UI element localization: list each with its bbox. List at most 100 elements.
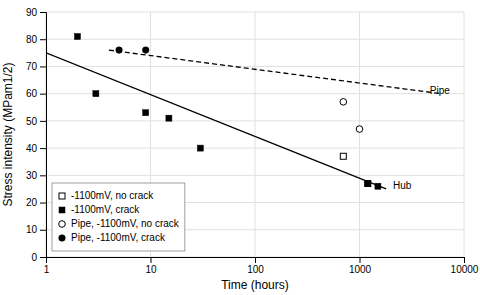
legend-item: -1100mV, no crack	[59, 190, 154, 201]
fit-line	[109, 50, 441, 94]
x-axis-title: Time (hours)	[221, 278, 289, 292]
point-shape	[93, 91, 99, 97]
tick-label: 1000	[349, 264, 372, 275]
grid-line	[46, 93, 464, 94]
grid-line	[46, 148, 464, 149]
tick-mark	[40, 12, 46, 13]
legend-symbol-shape	[59, 235, 66, 242]
tick-label: 70	[26, 61, 38, 72]
tick-label: 80	[26, 34, 38, 45]
point	[116, 47, 123, 54]
tick: 0	[31, 252, 46, 263]
legend-label: Pipe, -1100mV, crack	[71, 232, 166, 243]
y-axis-title: Stress intensity (MPam1/2)	[1, 62, 15, 206]
tick: 100	[247, 257, 264, 275]
tick-mark	[360, 257, 361, 263]
grid-line	[255, 12, 256, 257]
x-axis: 1 10 100 1000 10000	[44, 257, 479, 275]
marks	[46, 34, 441, 190]
tick: 40	[26, 143, 46, 154]
line-label: Pipe	[430, 85, 450, 96]
grid-line	[46, 39, 464, 40]
point	[93, 91, 99, 97]
tick-label: 1	[44, 264, 50, 275]
point-shape	[74, 34, 80, 40]
tick: 60	[26, 88, 46, 99]
grid	[46, 12, 464, 257]
point-shape	[197, 145, 203, 151]
point	[365, 181, 371, 187]
tick: 10000	[451, 257, 479, 275]
tick: 10	[145, 257, 157, 275]
point	[197, 145, 203, 151]
tick-label: 100	[247, 264, 264, 275]
legend-symbol-shape	[59, 221, 66, 228]
legend-symbol	[59, 235, 66, 242]
tick-label: 50	[26, 116, 38, 127]
tick-mark	[40, 230, 46, 231]
point-shape	[365, 181, 371, 187]
point-shape	[166, 115, 172, 121]
tick-mark	[40, 257, 46, 258]
legend-label: -1100mV, crack	[71, 204, 140, 215]
tick-mark	[40, 148, 46, 149]
axis-line	[40, 13, 47, 258]
tick-mark	[255, 257, 256, 263]
tick-label: 10	[26, 224, 38, 235]
tick-mark	[40, 39, 46, 40]
axis-line	[47, 258, 465, 264]
legend: -1100mV, no crack -1100mV, crack Pipe, -11…	[52, 183, 185, 251]
legend-item: Pipe, -1100mV, no crack	[59, 218, 180, 229]
tick-label: 30	[26, 170, 38, 181]
tick: 30	[26, 170, 46, 181]
point	[142, 47, 149, 54]
tick-label: 60	[26, 88, 38, 99]
point	[340, 99, 347, 106]
legend-symbol-shape	[59, 207, 65, 213]
tick: 10	[26, 224, 46, 235]
legend-symbol	[59, 207, 65, 213]
point	[74, 34, 80, 40]
tick: 50	[26, 116, 46, 127]
point-shape	[365, 181, 371, 187]
chart: 1 10 100 1000 10000 0 10 20 30 40 50 60 70 80 90 Hub Pip…	[0, 0, 480, 295]
grid-line	[46, 12, 464, 13]
grid-line	[464, 12, 465, 257]
tick: 70	[26, 61, 46, 72]
grid-line	[46, 120, 464, 121]
legend-label: -1100mV, no crack	[71, 190, 154, 201]
tick-label: 90	[26, 7, 38, 18]
tick-mark	[40, 121, 46, 122]
tick: 90	[26, 7, 46, 18]
point	[143, 110, 149, 116]
legend-box	[52, 183, 185, 251]
tick-label: 40	[26, 143, 38, 154]
legend-label: Pipe, -1100mV, no crack	[71, 218, 180, 229]
tick-label: 10000	[451, 264, 479, 275]
tick-mark	[151, 257, 152, 263]
point-shape	[375, 183, 381, 189]
point	[340, 153, 346, 159]
point-shape	[340, 153, 346, 159]
grid-line	[46, 175, 464, 176]
tick-mark	[40, 203, 46, 204]
tick: 80	[26, 34, 46, 45]
tick-label: 10	[145, 264, 157, 275]
line-label: Hub	[393, 180, 412, 191]
grid-line	[359, 12, 360, 257]
tick-label: 20	[26, 197, 38, 208]
point	[166, 115, 172, 121]
tick-label: 0	[31, 252, 37, 263]
point	[365, 181, 371, 187]
fit-line	[46, 53, 386, 189]
tick-mark	[40, 66, 46, 67]
point	[375, 183, 381, 189]
grid-line	[46, 66, 464, 67]
annotations: Hub Pipe	[393, 85, 450, 191]
tick: 1	[44, 257, 50, 275]
legend-symbol	[59, 221, 66, 228]
y-axis: 0 10 20 30 40 50 60 70 80 90	[26, 7, 47, 263]
point-shape	[142, 47, 149, 54]
legend-symbol-shape	[59, 193, 65, 199]
legend-symbol	[59, 193, 65, 199]
